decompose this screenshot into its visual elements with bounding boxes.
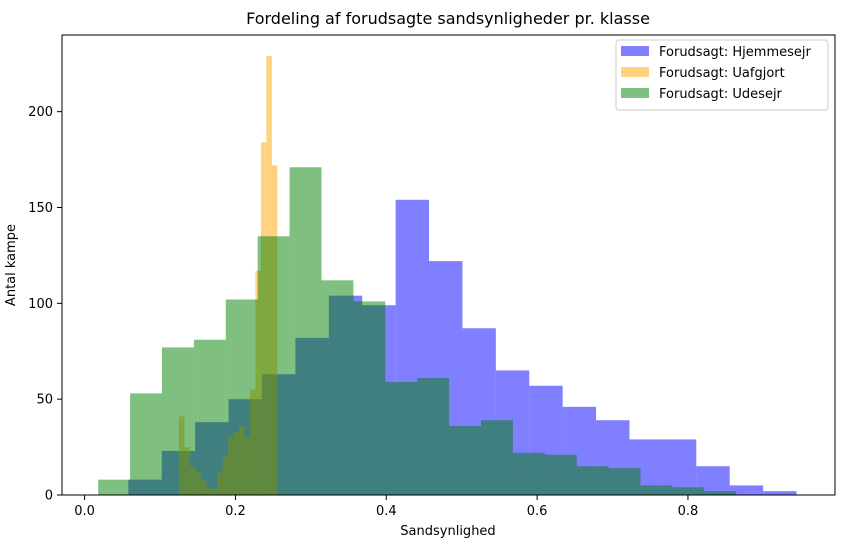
bar-udesejr-11 — [449, 426, 482, 495]
bar-udesejr-0 — [98, 479, 131, 495]
x-axis-ticks: 0.0 0.2 0.4 0.6 0.8 — [74, 495, 698, 519]
x-tick-label: 0.2 — [225, 504, 246, 519]
chart-title: Fordeling af forudsagte sandsynligheder … — [246, 9, 650, 28]
bar-udesejr-14 — [544, 454, 577, 495]
y-tick-label: 50 — [36, 393, 53, 408]
bar-udesejr-18 — [672, 487, 705, 495]
y-tick-label: 200 — [28, 105, 53, 120]
bar-hjemmesejr-19 — [763, 491, 797, 495]
bar-udesejr-2 — [161, 347, 194, 495]
legend-label-hjemmesejr: Forudsagt: Hjemmesejr — [659, 45, 811, 60]
legend-label-uafgjort: Forudsagt: Uafgjort — [659, 66, 785, 81]
x-tick-label: 0.4 — [376, 504, 397, 519]
legend-label-udesejr: Forudsagt: Udesejr — [659, 87, 783, 102]
plot-frame — [61, 34, 836, 496]
bar-udesejr-3 — [193, 339, 226, 495]
x-axis-label: Sandsynlighed — [400, 524, 495, 539]
legend-swatch-hjemmesejr — [621, 46, 649, 56]
legend-swatch-udesejr — [621, 88, 649, 98]
y-tick-label: 0 — [45, 489, 53, 504]
x-tick-label: 0.0 — [74, 504, 95, 519]
y-axis-label: Antal kampe — [4, 224, 19, 306]
x-tick-label: 0.6 — [527, 504, 548, 519]
bar-udesejr-7 — [321, 280, 354, 495]
bar-udesejr-19 — [704, 491, 737, 495]
bar-udesejr-6 — [289, 167, 322, 495]
bar-udesejr-15 — [576, 466, 609, 495]
bar-udesejr-9 — [385, 381, 418, 495]
bars-layer — [98, 56, 797, 496]
y-axis-ticks: 0 50 100 150 200 — [28, 105, 62, 504]
y-tick-label: 100 — [28, 297, 53, 312]
bar-udesejr-4 — [225, 299, 258, 495]
bar-udesejr-5 — [257, 236, 290, 495]
bar-udesejr-16 — [608, 468, 641, 495]
legend: Forudsagt: Hjemmesejr Forudsagt: Uafgjor… — [615, 39, 829, 111]
x-tick-label: 0.8 — [678, 504, 699, 519]
bar-udesejr-8 — [353, 301, 386, 495]
bar-udesejr-17 — [640, 485, 673, 495]
bar-hjemmesejr-18 — [729, 485, 764, 495]
bar-udesejr-10 — [417, 378, 450, 495]
bar-udesejr-1 — [130, 393, 162, 495]
legend-box — [615, 39, 829, 111]
bar-udesejr-13 — [512, 452, 545, 495]
y-tick-label: 150 — [28, 201, 53, 216]
legend-swatch-uafgjort — [621, 67, 649, 77]
bar-udesejr-12 — [481, 420, 513, 495]
